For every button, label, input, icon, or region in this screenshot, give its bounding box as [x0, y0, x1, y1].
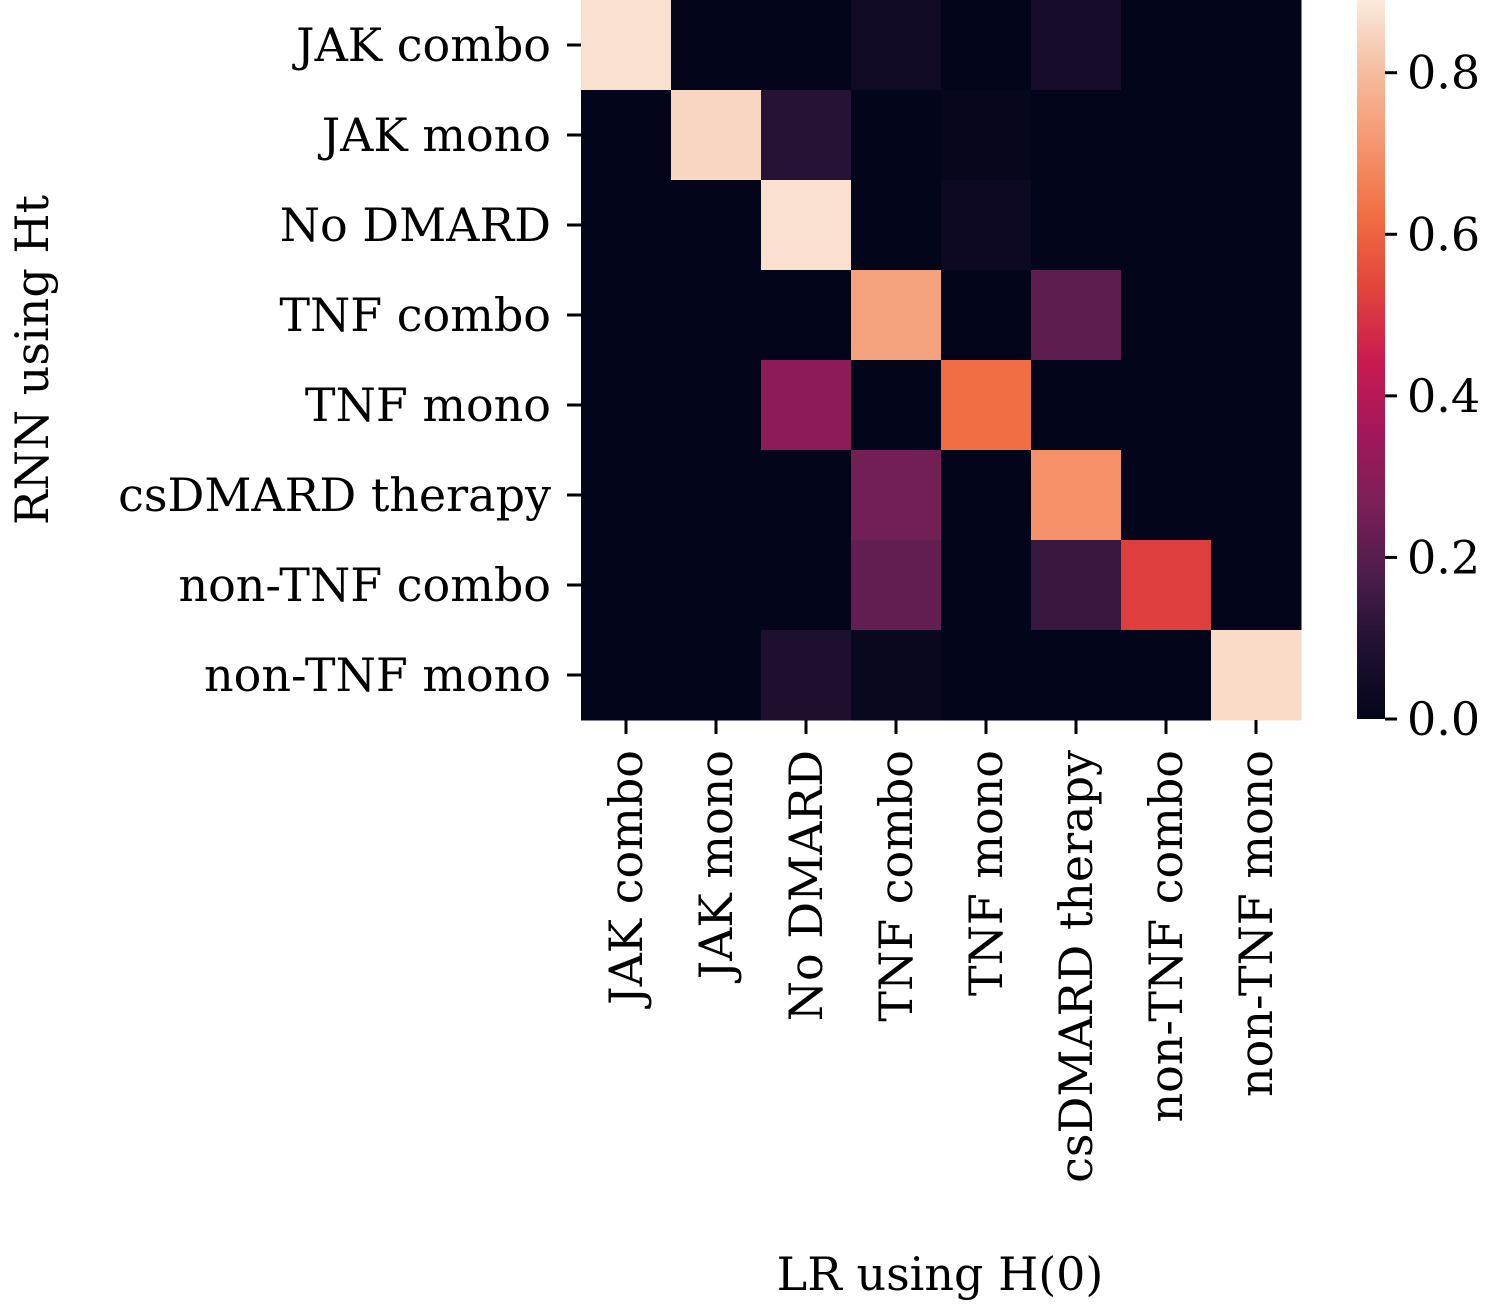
- heatmap-cell: [761, 0, 852, 91]
- heatmap-cell: [1211, 90, 1302, 181]
- heatmap-cell: [581, 540, 672, 631]
- heatmap-cell: [1211, 540, 1302, 631]
- y-tick-label: JAK mono: [318, 108, 551, 162]
- heatmap-cell: [671, 180, 762, 271]
- heatmap-cell: [581, 180, 672, 271]
- colorbar-tick-label: 0.2: [1407, 530, 1480, 584]
- heatmap-cell: [671, 540, 762, 631]
- x-tick-label: JAK mono: [689, 750, 743, 983]
- heatmap-cell: [851, 540, 942, 631]
- y-tick-label: JAK combo: [292, 18, 551, 72]
- heatmap-cell: [761, 90, 852, 181]
- heatmap-cell: [851, 0, 942, 91]
- x-axis-ticks: JAK combo JAK mono No DMARD TNF combo TNF mo…: [599, 720, 1283, 1183]
- heatmap-cell: [941, 360, 1032, 451]
- x-tick-label: non-TNF combo: [1139, 750, 1193, 1123]
- y-tick-label: non-TNF mono: [204, 648, 551, 702]
- heatmap-cell: [1031, 90, 1122, 181]
- heatmap-cell: [1211, 0, 1302, 91]
- heatmap-cell: [1121, 630, 1212, 721]
- heatmap-cell: [1121, 450, 1212, 541]
- y-tick-label: TNF mono: [305, 378, 551, 432]
- heatmap-cell: [941, 540, 1032, 631]
- colorbar-tick-label: 0.0: [1407, 692, 1480, 746]
- colorbar-tick-label: 0.8: [1407, 46, 1480, 100]
- heatmap-cell: [671, 630, 762, 721]
- heatmap-cell: [851, 90, 942, 181]
- colorbar-tick-label: 0.6: [1407, 207, 1480, 261]
- heatmap-cell: [581, 0, 672, 91]
- x-tick-label: No DMARD: [779, 750, 833, 1021]
- heatmap-cell: [761, 360, 852, 451]
- heatmap-cell: [1121, 270, 1212, 361]
- heatmap-cell: [761, 540, 852, 631]
- heatmap-cell: [1121, 180, 1212, 271]
- heatmap-cell: [851, 270, 942, 361]
- y-tick-label: csDMARD therapy: [118, 468, 551, 522]
- heatmap-cell: [671, 0, 762, 91]
- heatmap-cell: [1031, 180, 1122, 271]
- heatmap-cell: [671, 450, 762, 541]
- heatmap-cell: [1211, 450, 1302, 541]
- heatmap-cell: [1031, 450, 1122, 541]
- y-tick-label: TNF combo: [279, 288, 551, 342]
- colorbar-tick-label: 0.4: [1407, 369, 1480, 423]
- heatmap-cells: [581, 0, 1302, 721]
- heatmap-cell: [1211, 360, 1302, 451]
- heatmap-cell: [761, 630, 852, 721]
- x-tick-label: TNF mono: [959, 750, 1013, 996]
- heatmap-cell: [671, 270, 762, 361]
- heatmap-cell: [1031, 0, 1122, 91]
- x-tick-label: non-TNF mono: [1229, 750, 1283, 1097]
- heatmap-cell: [1121, 360, 1212, 451]
- heatmap-cell: [581, 360, 672, 451]
- y-axis-label: RNN using Ht: [5, 194, 59, 525]
- heatmap-cell: [941, 630, 1032, 721]
- heatmap-cell: [941, 450, 1032, 541]
- heatmap-cell: [1121, 90, 1212, 181]
- x-tick-label: JAK combo: [599, 750, 653, 1009]
- y-tick-label: No DMARD: [280, 198, 551, 252]
- heatmap-cell: [851, 450, 942, 541]
- heatmap-cell: [1211, 630, 1302, 721]
- heatmap-cell: [1211, 270, 1302, 361]
- heatmap-cell: [941, 180, 1032, 271]
- heatmap-cell: [1031, 270, 1122, 361]
- heatmap-cell: [671, 90, 762, 181]
- heatmap-cell: [851, 360, 942, 451]
- x-tick-label: TNF combo: [869, 750, 923, 1022]
- heatmap-cell: [581, 270, 672, 361]
- heatmap-cell: [941, 90, 1032, 181]
- heatmap-cell: [1031, 630, 1122, 721]
- heatmap-cell: [581, 450, 672, 541]
- heatmap-cell: [1121, 540, 1212, 631]
- heatmap-cell: [851, 630, 942, 721]
- heatmap-cell: [1031, 540, 1122, 631]
- heatmap-cell: [671, 360, 762, 451]
- x-axis-label: LR using H(0): [777, 1247, 1104, 1301]
- x-tick-label: csDMARD therapy: [1049, 750, 1103, 1183]
- heatmap-cell: [581, 630, 672, 721]
- heatmap-cell: [761, 180, 852, 271]
- heatmap-cell: [581, 90, 672, 181]
- heatmap-cell: [1211, 180, 1302, 271]
- colorbar-ticks: 0.0 0.2 0.4 0.6 0.8: [1385, 46, 1480, 746]
- heatmap-cell: [1121, 0, 1212, 91]
- heatmap-cell: [761, 450, 852, 541]
- heatmap-cell: [941, 270, 1032, 361]
- heatmap-cell: [1031, 360, 1122, 451]
- heatmap-cell: [761, 270, 852, 361]
- colorbar: [1357, 0, 1385, 719]
- heatmap-cell: [941, 0, 1032, 91]
- y-tick-label: non-TNF combo: [178, 558, 551, 612]
- heatmap-cell: [851, 180, 942, 271]
- y-axis-ticks: JAK combo JAK mono No DMARD TNF combo TNF mo…: [118, 18, 581, 702]
